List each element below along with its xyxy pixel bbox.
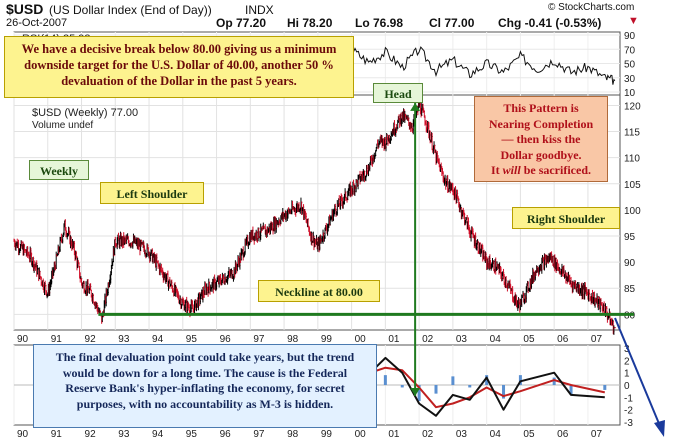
pattern-line-5a: It (491, 163, 503, 177)
note-right-shoulder: Right Shoulder (512, 207, 620, 229)
macd-tick-label: -2 (624, 406, 633, 417)
x-tick-label: 00 (355, 334, 367, 345)
pattern-line-5: It will be sacrificed. (479, 163, 603, 179)
x-tick-label-bottom: 02 (422, 429, 434, 440)
header-copyright: © StockCharts.com (548, 2, 635, 13)
header-high: Hi 78.20 (287, 16, 333, 30)
x-tick-label-bottom: 04 (490, 429, 502, 440)
x-tick-label-bottom: 96 (220, 429, 232, 440)
down-arrow-icon: ▼ (628, 15, 639, 27)
x-tick-label: 92 (85, 334, 97, 345)
x-tick-label: 91 (51, 334, 63, 345)
price-tick-label: 85 (624, 284, 636, 295)
x-tick-label-bottom: 97 (253, 429, 265, 440)
pattern-line-5c: be sacrificed. (520, 163, 591, 177)
pattern-line-5b: will (502, 163, 521, 177)
pattern-line-2: Nearing Completion (488, 116, 594, 131)
x-tick-label-bottom: 94 (152, 429, 164, 440)
price-tick-label: 100 (624, 206, 641, 217)
volume-label: Volume undef (32, 120, 93, 131)
x-tick-label: 96 (220, 334, 232, 345)
price-tick-label: 95 (624, 232, 636, 243)
pattern-line-1: This Pattern is (503, 101, 579, 115)
x-tick-label: 97 (253, 334, 265, 345)
rsi-tick-label: 50 (624, 60, 636, 71)
macd-tick-label: 0 (624, 381, 630, 392)
x-tick-label: 03 (456, 334, 468, 345)
x-tick-label: 94 (152, 334, 164, 345)
note-final-devaluation: The final devaluation point could take y… (33, 344, 377, 428)
x-tick-label-bottom: 99 (321, 429, 333, 440)
target-arrow-line (614, 317, 661, 427)
rsi-tick-label: 90 (624, 31, 636, 42)
x-tick-label: 04 (490, 334, 502, 345)
x-tick-label-bottom: 90 (17, 429, 29, 440)
note-pattern-completion: This Pattern is Nearing Completion — the… (474, 96, 608, 182)
head-arrow-up (410, 102, 421, 111)
x-tick-label-bottom: 00 (355, 429, 367, 440)
x-tick-label-bottom: 01 (388, 429, 400, 440)
price-tick-label: 105 (624, 180, 641, 191)
head-arrow-down (410, 388, 421, 396)
header-date: 26-Oct-2007 (6, 17, 68, 29)
header-symbol: $USD (6, 1, 44, 17)
x-tick-label-bottom: 98 (287, 429, 299, 440)
x-tick-label: 95 (186, 334, 198, 345)
rsi-line (310, 46, 616, 85)
x-tick-label-bottom: 03 (456, 429, 468, 440)
rsi-tick-label: 30 (624, 74, 636, 85)
note-head: Head (373, 83, 423, 103)
x-tick-label: 07 (591, 334, 603, 345)
price-label: $USD (Weekly) 77.00 (32, 107, 138, 119)
x-tick-label: 98 (287, 334, 299, 345)
price-tick-label: 115 (624, 128, 640, 139)
header-close: Cl 77.00 (429, 16, 475, 30)
rsi-tick-label: 70 (624, 45, 636, 56)
annotation-overlay (98, 102, 665, 437)
header-open: Op 77.20 (216, 16, 267, 30)
price-layer (13, 100, 616, 335)
header-low: Lo 76.98 (355, 16, 404, 30)
note-neckline: Neckline at 80.00 (258, 280, 380, 302)
macd-tick-label: 1 (624, 369, 630, 380)
x-tick-label-bottom: 95 (186, 429, 198, 440)
pattern-line-3: — then kiss the (501, 132, 581, 146)
x-tick-label: 02 (422, 334, 434, 345)
note-decisive-break: We have a decisive break below 80.00 giv… (4, 36, 354, 98)
x-tick-label: 05 (523, 334, 535, 345)
x-tick-label-bottom: 06 (557, 429, 569, 440)
pattern-line-4: Dollar goodbye. (500, 147, 582, 162)
x-tick-label: 06 (557, 334, 569, 345)
rsi-tick-label: 10 (624, 88, 636, 99)
price-tick-label: 110 (624, 154, 640, 165)
note-left-shoulder: Left Shoulder (100, 182, 204, 204)
x-tick-label: 99 (321, 334, 333, 345)
header-exchange: INDX (245, 3, 274, 17)
x-tick-label-bottom: 05 (523, 429, 535, 440)
x-tick-label: 90 (17, 334, 29, 345)
x-tick-label-bottom: 07 (591, 429, 603, 440)
price-tick-label: 120 (624, 101, 641, 112)
note-weekly: Weekly (29, 160, 89, 180)
macd-tick-label: 3 (624, 344, 630, 355)
x-tick-label-bottom: 91 (51, 429, 63, 440)
header-name: (US Dollar Index (End of Day)) (49, 3, 212, 17)
macd-tick-label: -1 (624, 393, 633, 404)
x-tick-label: 01 (388, 334, 400, 345)
header-change: Chg -0.41 (-0.53%) (498, 16, 602, 30)
target-arrow-head (654, 420, 665, 437)
x-tick-label: 93 (118, 334, 130, 345)
x-tick-label-bottom: 93 (118, 429, 130, 440)
x-tick-label-bottom: 92 (85, 429, 97, 440)
rsi-layer (310, 46, 616, 85)
macd-tick-label: 2 (624, 356, 630, 367)
price-tick-label: 90 (624, 258, 636, 269)
macd-tick-label: -3 (624, 418, 633, 429)
